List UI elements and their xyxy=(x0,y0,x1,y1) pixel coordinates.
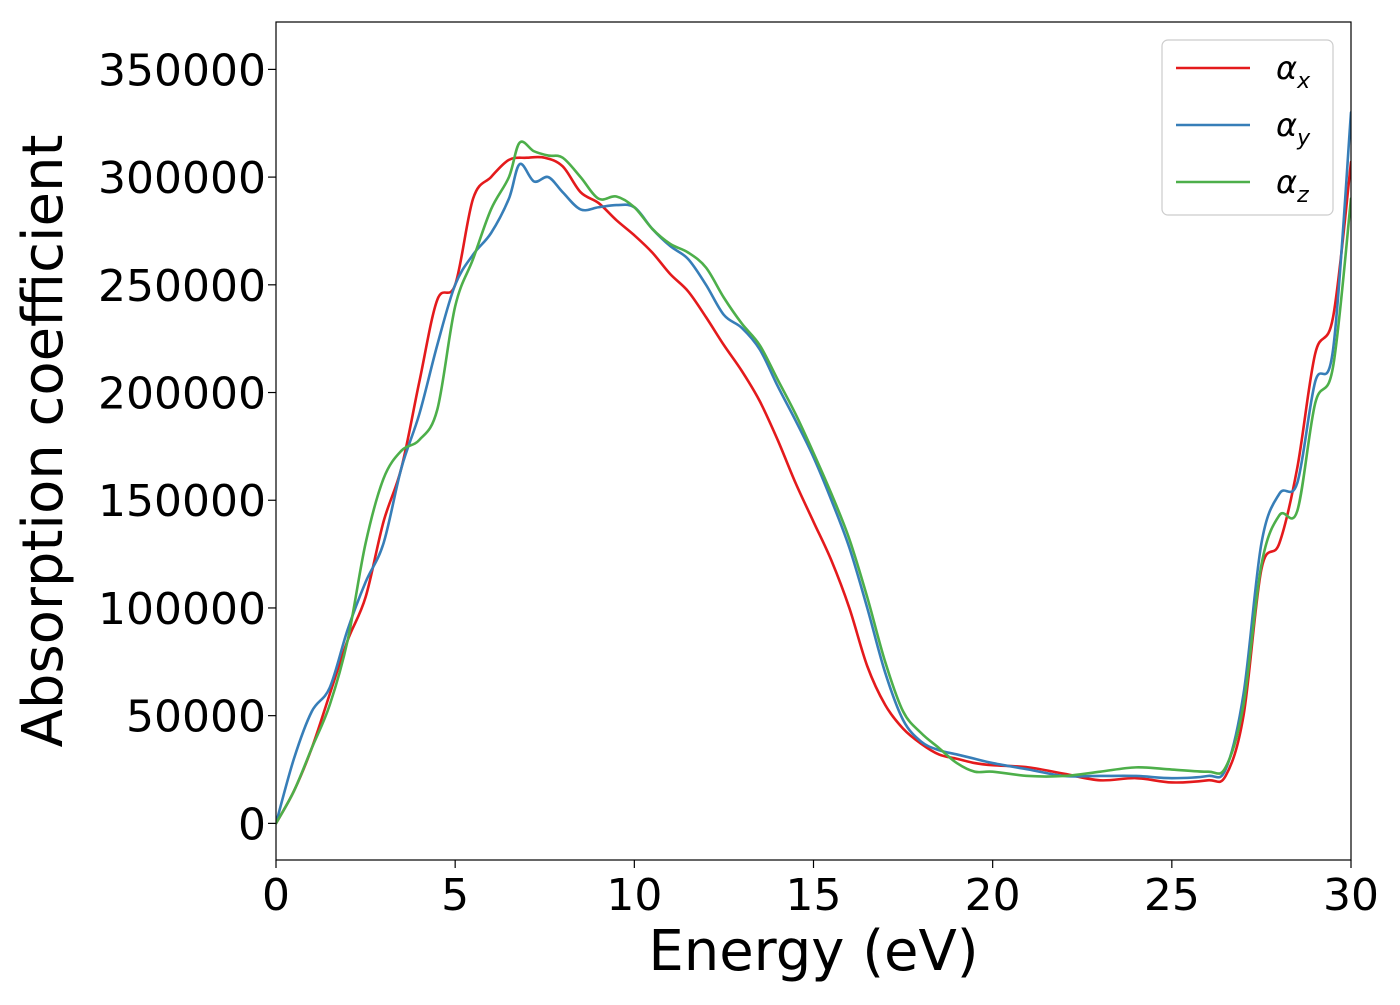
series-lines xyxy=(276,111,1351,825)
y-tick-label: 350000 xyxy=(98,45,266,96)
x-tick-label: 0 xyxy=(262,870,290,921)
y-tick-label: 250000 xyxy=(98,261,266,312)
legend-subscript: y xyxy=(1296,126,1311,151)
legend-subscript: z xyxy=(1296,183,1309,208)
y-tick-label: 150000 xyxy=(98,476,266,527)
legend-subscript: x xyxy=(1296,69,1311,94)
y-axis-ticks: 0 50000 100000 150000 200000 250000 300000 3500… xyxy=(98,45,276,850)
x-tick-label: 25 xyxy=(1144,870,1200,921)
series-line-x xyxy=(276,155,1351,825)
x-tick-label: 30 xyxy=(1323,870,1379,921)
y-tick-label: 0 xyxy=(238,799,266,850)
x-tick-label: 5 xyxy=(441,870,469,921)
x-tick-label: 20 xyxy=(965,870,1021,921)
y-tick-label: 200000 xyxy=(98,369,266,420)
y-tick-label: 100000 xyxy=(98,584,266,635)
x-tick-label: 15 xyxy=(786,870,842,921)
legend-box xyxy=(1161,39,1334,216)
y-tick-label: 300000 xyxy=(98,153,266,204)
legend-entry-y: αy xyxy=(1276,106,1311,151)
x-axis-ticks: 0 5 10 15 20 25 30 xyxy=(262,860,1379,921)
x-tick-label: 10 xyxy=(606,870,662,921)
y-axis-title: Absorption coefficient xyxy=(11,135,76,748)
series-line-y xyxy=(276,111,1351,825)
y-tick-label: 50000 xyxy=(126,692,266,743)
x-axis-title: Energy (eV) xyxy=(648,919,978,984)
legend-entry-x: αx xyxy=(1276,49,1311,94)
series-line-z xyxy=(276,140,1351,825)
